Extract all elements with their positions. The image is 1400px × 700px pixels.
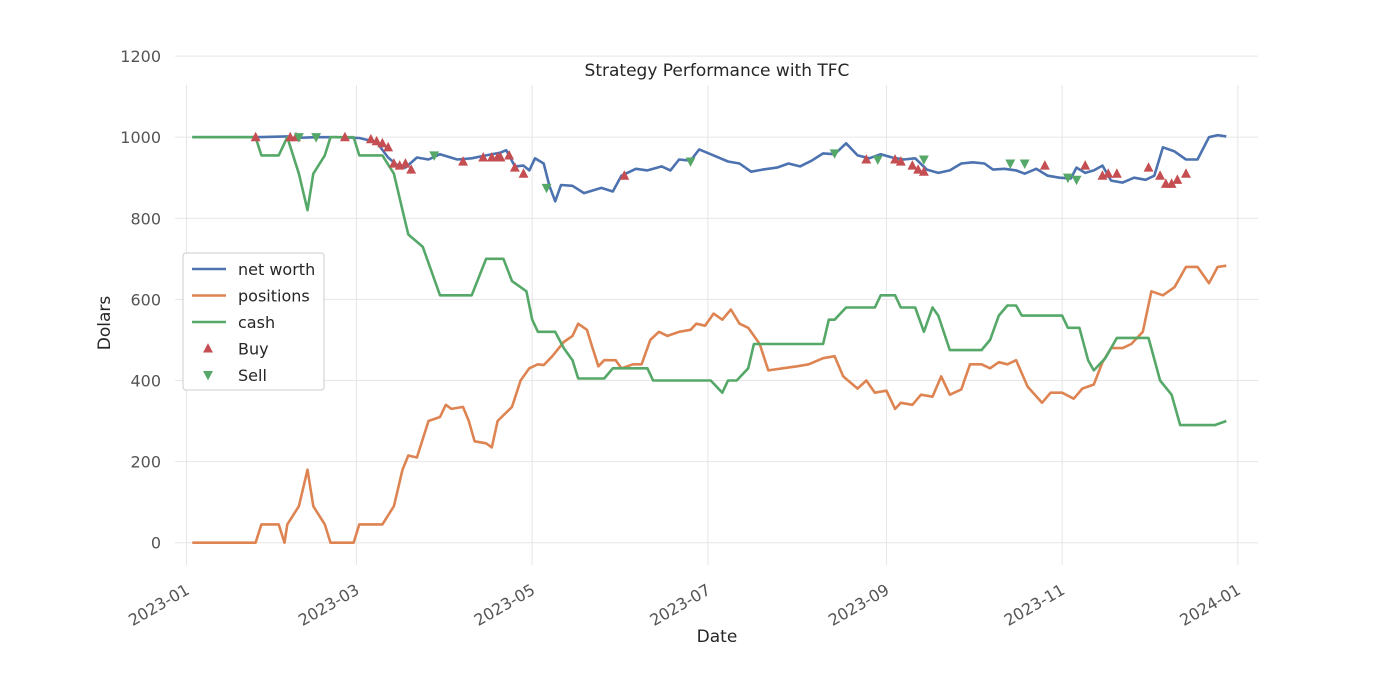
buy-marker xyxy=(619,170,630,180)
buy-marker xyxy=(504,150,515,160)
legend: net worth positions cash Buy Sell xyxy=(182,252,325,391)
sell-marker xyxy=(311,133,322,143)
legend-label: cash xyxy=(238,313,275,332)
legend-label: net worth xyxy=(238,260,315,279)
y-tick-label: 0 xyxy=(151,534,161,553)
buy-marker xyxy=(895,156,906,166)
buy-marker xyxy=(365,133,376,144)
series-line-net-worth xyxy=(192,133,1227,203)
legend-box xyxy=(182,252,325,391)
y-tick-label: 800 xyxy=(130,209,161,228)
buy-marker xyxy=(400,158,411,168)
y-tick-label: 600 xyxy=(130,290,161,309)
x-tick-label: 2023-03 xyxy=(295,580,362,630)
buy-marker xyxy=(1155,170,1166,180)
buy-marker xyxy=(509,162,520,172)
sell-marker xyxy=(1062,173,1073,184)
buy-marker xyxy=(518,168,529,178)
buy-marker xyxy=(918,166,929,176)
y-tick-label: 1200 xyxy=(120,47,161,66)
buy-marker xyxy=(495,152,506,162)
buy-marker xyxy=(339,131,350,142)
buy-marker xyxy=(1143,162,1154,172)
sell-marker xyxy=(293,133,304,143)
x-tick-label: 2023-05 xyxy=(471,580,538,630)
x-tick-label: 2023-09 xyxy=(825,580,892,630)
marker-layer xyxy=(250,131,1191,194)
chart-title: Strategy Performance with TFC xyxy=(585,61,850,81)
x-tick-label: 2023-07 xyxy=(646,580,713,630)
buy-marker xyxy=(907,160,918,170)
x-tick-label: 2023-01 xyxy=(125,580,192,630)
sell-marker xyxy=(918,155,929,165)
sell-marker xyxy=(541,183,552,194)
sell-marker xyxy=(872,155,883,165)
buy-marker xyxy=(861,154,872,164)
y-tick-label: 1000 xyxy=(120,128,161,147)
buy-marker xyxy=(478,152,489,162)
buy-marker xyxy=(1181,168,1191,178)
x-tick-label: 2024-01 xyxy=(1176,580,1243,630)
legend-label: Buy xyxy=(238,340,269,359)
buy-marker xyxy=(458,156,468,166)
sell-marker xyxy=(1019,159,1030,169)
buy-marker xyxy=(406,164,417,174)
grid xyxy=(175,55,1258,565)
series-line-positions xyxy=(192,264,1227,544)
buy-marker xyxy=(1166,178,1177,188)
series-layer xyxy=(192,133,1227,544)
legend-label: Sell xyxy=(238,366,267,385)
x-axis-title: Date xyxy=(697,627,738,647)
legend-swatch xyxy=(203,343,213,353)
buy-marker xyxy=(388,158,399,168)
sell-marker xyxy=(1071,175,1082,186)
series-line-cash xyxy=(192,135,1227,427)
buy-marker xyxy=(1103,168,1114,178)
sell-marker xyxy=(829,149,840,159)
buy-marker xyxy=(890,154,901,164)
buy-marker xyxy=(1080,160,1091,170)
y-axis-title: Dolars xyxy=(95,296,115,351)
y-tick-label: 400 xyxy=(130,371,161,390)
buy-marker xyxy=(383,141,394,152)
legend-label: positions xyxy=(238,287,310,306)
legend-swatch xyxy=(203,370,213,381)
y-axis: 0 200 400 600 800 1000 1200 xyxy=(120,47,161,553)
x-tick-label: 2023-11 xyxy=(1001,580,1068,630)
buy-marker xyxy=(1039,160,1050,170)
sell-marker xyxy=(1005,159,1016,169)
y-tick-label: 200 xyxy=(130,453,161,472)
x-axis: 2023-01 2023-03 2023-05 2023-07 2023-09 2023-… xyxy=(125,580,1244,630)
buy-marker xyxy=(1111,168,1122,178)
sell-marker xyxy=(685,157,696,167)
buy-marker xyxy=(371,135,382,146)
buy-marker xyxy=(1172,174,1183,184)
sell-marker xyxy=(429,151,440,161)
buy-marker xyxy=(377,137,388,148)
buy-marker xyxy=(913,164,924,174)
buy-marker xyxy=(250,131,261,142)
